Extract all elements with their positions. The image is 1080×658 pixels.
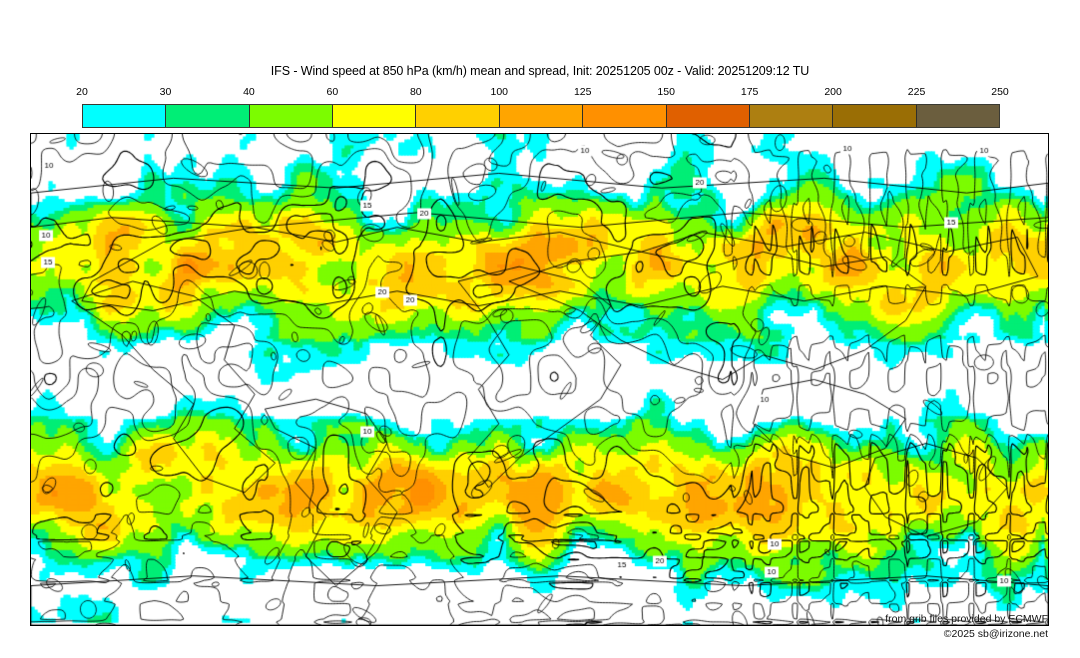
- colorbar-band-100-125: [499, 105, 584, 127]
- colorbar-tick-labels: 20 30 40 60 80 100 125 150 175 200 225 250: [76, 86, 1009, 102]
- map-panel: [30, 133, 1049, 626]
- footer-credit: from grib files provided by ECMWF ©2025 …: [885, 612, 1048, 642]
- colorbar-tick-225: 225: [907, 86, 926, 98]
- colorbar-tick-80: 80: [409, 86, 422, 98]
- colorbar-tick-60: 60: [326, 86, 339, 98]
- colorbar-band-80-100: [416, 105, 500, 127]
- colorbar-band-200-225: [833, 105, 917, 127]
- colorbar-band-20-30: [83, 105, 167, 127]
- copyright-text: ©2025 sb@irizone.net: [943, 628, 1048, 640]
- colorbar-band-175-200: [749, 105, 834, 127]
- colorbar: 20 30 40 60 80 100 125 150 175 200 225 250: [76, 86, 1009, 128]
- colorbar-tick-30: 30: [159, 86, 172, 98]
- page-title: IFS - Wind speed at 850 hPa (km/h) mean …: [270, 64, 810, 78]
- colorbar-tick-175: 175: [740, 86, 759, 98]
- colorbar-tick-125: 125: [573, 86, 592, 98]
- colorbar-band-30-40: [166, 105, 250, 127]
- colorbar-tick-40: 40: [243, 86, 255, 98]
- colorbar-band-125-150: [583, 105, 667, 127]
- colorbar-tick-250: 250: [991, 86, 1009, 98]
- colorbar-band-150-175: [666, 105, 750, 127]
- colorbar-tick-100: 100: [490, 86, 509, 98]
- wind-speed-map: [31, 134, 1048, 625]
- colorbar-band-60-80: [333, 105, 417, 127]
- colorbar-tick-200: 200: [824, 86, 842, 98]
- colorbar-tick-150: 150: [657, 86, 675, 98]
- colorbar-band-40-60: [249, 105, 334, 127]
- data-source-text: from grib files provided by ECMWF: [885, 613, 1048, 625]
- colorbar-bands: [82, 104, 1000, 128]
- colorbar-tick-20: 20: [76, 86, 88, 98]
- colorbar-band-225-250: [916, 105, 999, 127]
